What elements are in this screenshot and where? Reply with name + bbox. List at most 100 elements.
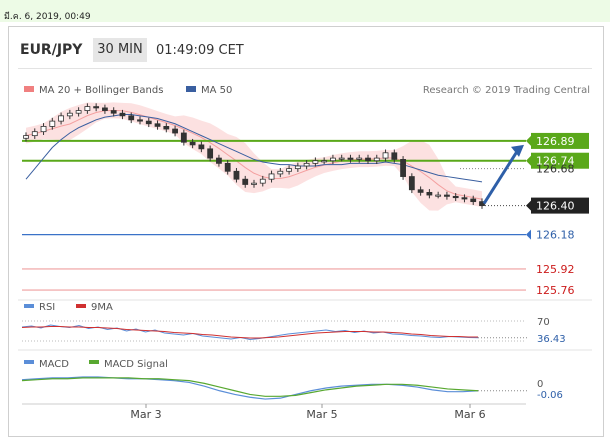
level-label-126.89: 126.89: [536, 135, 575, 148]
candle-body-50: [461, 197, 468, 200]
candle-body-15: [154, 123, 161, 127]
candle-body-4: [58, 115, 64, 122]
candle-body-41: [382, 152, 389, 159]
candle-body-11: [119, 112, 126, 117]
candle-body-19: [189, 141, 196, 146]
candle-body-2: [40, 126, 47, 133]
candle-body-22: [216, 157, 222, 164]
candle-body-7: [84, 106, 91, 111]
macd-legend-label-0: MACD: [39, 359, 69, 370]
rsi-level-70: 70: [537, 317, 550, 328]
legend-swatch-0: [24, 86, 34, 92]
rsi-legend-label-1: 9MA: [91, 302, 113, 313]
candle-body-3: [49, 120, 56, 127]
candle-body-32: [303, 162, 310, 167]
chart-credit: Research © 2019 Trading Central: [423, 85, 590, 96]
timeframe-badge[interactable]: 30 MIN: [93, 38, 147, 62]
level-box-126.74: [531, 152, 589, 169]
macd-legend-label-1: MACD Signal: [104, 359, 168, 370]
candle-body-10: [110, 110, 117, 114]
candle-body-39: [365, 157, 371, 162]
legend-label-1: MA 50: [201, 85, 232, 96]
candle-body-38: [356, 157, 363, 160]
candle-body-31: [294, 165, 301, 170]
candle-body-9: [102, 107, 108, 111]
candle-body-44: [408, 176, 415, 191]
macd-legend-swatch-0: [24, 360, 34, 364]
level-label-126.68: 126.68: [536, 163, 575, 176]
rsi-series-9MA: [21, 326, 478, 339]
level-pointer-126.18: [526, 229, 531, 240]
legend-label-0: MA 20 + Bollinger Bands: [39, 85, 163, 96]
candle-body-14: [145, 120, 152, 125]
level-pointer-126.40: [526, 200, 531, 211]
candle-body-13: [137, 119, 143, 122]
candle-body-6: [75, 110, 82, 114]
candle-body-30: [286, 168, 292, 172]
candle-body-49: [452, 195, 459, 199]
ma20-line: [25, 109, 483, 200]
candle-body-37: [347, 157, 354, 160]
candle-body-40: [373, 157, 380, 162]
candle-body-26: [251, 182, 257, 185]
time-label: 01:49:09 CET: [156, 43, 244, 58]
header-divider: [18, 68, 592, 69]
level-label-126.40: 126.40: [536, 200, 575, 213]
level-label-126.18: 126.18: [536, 229, 575, 242]
candle-body-1: [31, 131, 38, 137]
candle-body-36: [338, 157, 345, 160]
level-label-125.76: 125.76: [536, 284, 575, 297]
candle-body-28: [268, 173, 275, 180]
candle-body-23: [224, 162, 231, 172]
date-bar: มี.ค. 6, 2019, 00:49: [0, 0, 610, 22]
level-box-126.40: [531, 197, 589, 214]
candle-body-12: [128, 115, 135, 121]
rsi-level-last: 36.43: [537, 334, 566, 345]
candle-body-0: [23, 135, 29, 139]
candle-body-21: [207, 148, 214, 159]
candle-body-16: [163, 126, 170, 130]
candle-body-42: [391, 152, 398, 160]
candle-body-48: [444, 194, 450, 197]
candle-body-33: [312, 160, 319, 164]
rsi-legend-label-0: RSI: [39, 302, 55, 313]
candle-body-8: [93, 106, 100, 109]
symbol-label: EUR/JPY: [20, 42, 83, 58]
candle-body-51: [470, 198, 477, 203]
level-label-126.74: 126.74: [536, 155, 575, 168]
macd-series-MACD: [21, 376, 479, 400]
candle-body-24: [233, 170, 240, 180]
candle-body-45: [417, 189, 424, 193]
macd-level-last: -0.06: [537, 390, 563, 401]
level-box-126.89: [531, 132, 589, 149]
candle-body-27: [259, 178, 266, 184]
macd-level-0: 0: [537, 379, 543, 390]
candle-body-20: [198, 144, 205, 150]
candle-body-47: [435, 194, 442, 197]
candle-body-35: [330, 157, 336, 162]
candle-body-29: [277, 170, 284, 175]
forecast-arrow-shaft: [482, 149, 520, 205]
date-label: มี.ค. 6, 2019, 00:49: [4, 12, 91, 22]
macd-series-MACD-Signal: [21, 377, 479, 397]
x-tick-label-2: Mar 6: [454, 408, 485, 421]
level-label-125.92: 125.92: [536, 263, 575, 276]
legend-swatch-1: [186, 86, 196, 92]
candle-body-43: [400, 158, 406, 177]
level-pointer-126.89: [526, 135, 531, 146]
rsi-legend-swatch-1: [76, 304, 86, 308]
candle-body-34: [321, 160, 328, 163]
level-pointer-126.74: [526, 155, 531, 166]
chart-frame: [8, 26, 604, 437]
candle-body-18: [180, 132, 187, 143]
ma50-line: [25, 114, 483, 183]
rsi-legend-swatch-0: [24, 304, 34, 308]
candle-body-25: [242, 178, 249, 185]
candle-body-5: [66, 112, 73, 117]
forecast-arrow-head: [511, 144, 524, 157]
macd-legend-swatch-1: [89, 360, 99, 364]
x-tick-label-1: Mar 5: [306, 408, 337, 421]
bollinger-band: [26, 102, 482, 211]
candle-body-17: [172, 128, 178, 134]
